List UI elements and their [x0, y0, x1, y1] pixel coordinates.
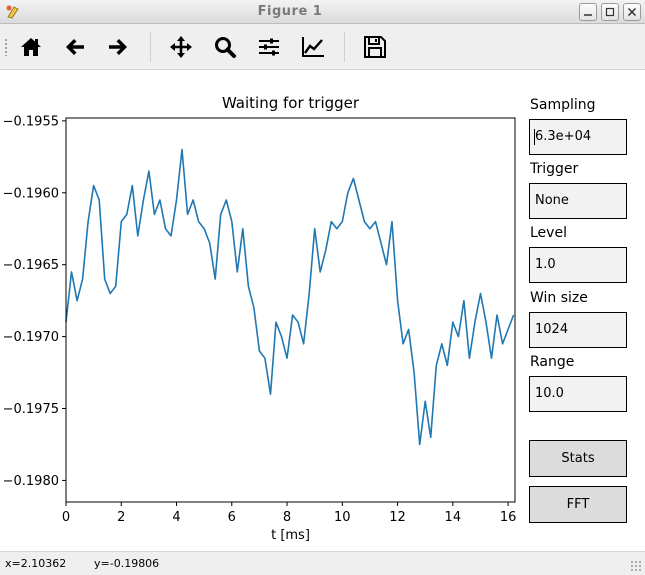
x-tick-label: 8 [283, 510, 291, 525]
trigger-value: None [535, 193, 569, 208]
sampling-label: Sampling [530, 97, 596, 113]
save-icon [364, 36, 386, 58]
text-cursor [534, 129, 535, 145]
level-textbox[interactable]: 1.0 [529, 247, 627, 283]
trigger-label: Trigger [530, 161, 579, 177]
chart-title: Waiting for trigger [222, 94, 360, 112]
subplots-button[interactable] [255, 33, 283, 61]
cursor-y-readout: y=-0.19806 [94, 557, 160, 570]
maximize-button[interactable] [601, 3, 619, 21]
y-tick-label: −0.1980 [3, 474, 59, 489]
toolbar-separator [344, 32, 345, 62]
series-line-0 [65, 148, 515, 446]
axes-frame [65, 117, 516, 503]
minimize-icon [584, 14, 592, 16]
sampling-value: 6.3e+04 [535, 129, 592, 144]
zoom-icon [215, 37, 236, 58]
x-tick-label: 16 [500, 510, 517, 525]
status-bar: x=2.10362 y=-0.19806 [0, 551, 645, 575]
cursor-x-readout: x=2.10362 [5, 557, 67, 570]
x-tick-label: 12 [389, 510, 406, 525]
win-size-value: 1024 [535, 322, 569, 337]
x-axis-label: t [ms] [271, 528, 310, 543]
close-button[interactable] [623, 3, 641, 21]
x-tick-label: 2 [117, 510, 125, 525]
y-tick-label: −0.1955 [3, 114, 59, 129]
subplots-icon [259, 38, 279, 56]
forward-arrow-icon [109, 39, 127, 55]
y-tick-label: −0.1975 [3, 402, 59, 417]
figure-canvas[interactable]: 0 2 4 6 8 10 12 14 16 −0.1980 −0.1975 −0.1970 −0.196… [0, 70, 645, 551]
back-button[interactable] [61, 33, 89, 61]
home-button[interactable] [17, 33, 45, 61]
window-titlebar: Figure 1 [0, 0, 645, 24]
close-icon [627, 7, 637, 17]
app-icon [6, 5, 19, 19]
x-tick-label: 14 [445, 510, 462, 525]
edit-curve-icon [302, 37, 324, 57]
x-tick-label: 6 [228, 510, 236, 525]
minimize-button[interactable] [579, 3, 597, 21]
zoom-button[interactable] [211, 33, 239, 61]
x-tick-label: 0 [62, 510, 70, 525]
fft-button[interactable]: FFT [529, 486, 627, 523]
x-tick-label: 4 [172, 510, 180, 525]
maximize-icon [605, 7, 615, 17]
range-label: Range [530, 354, 575, 370]
plot-area[interactable]: 0 2 4 6 8 10 12 14 16 −0.1980 −0.1975 −0.1970 −0.196… [0, 70, 645, 551]
pan-icon [170, 36, 192, 58]
save-button[interactable] [361, 33, 389, 61]
stats-button[interactable]: Stats [529, 440, 627, 477]
resize-grip[interactable] [630, 560, 642, 572]
forward-button[interactable] [104, 33, 132, 61]
edit-curve-button[interactable] [299, 33, 327, 61]
y-tick-label: −0.1960 [3, 186, 59, 201]
y-tick-label: −0.1965 [3, 258, 59, 273]
back-arrow-icon [66, 39, 84, 55]
window-title: Figure 1 [257, 4, 323, 19]
level-value: 1.0 [535, 257, 556, 272]
x-tick-label: 10 [334, 510, 351, 525]
toolbar-grip[interactable] [4, 38, 8, 56]
toolbar [0, 24, 645, 70]
sampling-textbox[interactable]: 6.3e+04 [529, 119, 627, 155]
win-size-label: Win size [530, 290, 588, 306]
y-tick-label: −0.1970 [3, 330, 59, 345]
range-value: 10.0 [535, 386, 564, 401]
range-textbox[interactable]: 10.0 [529, 376, 627, 412]
home-icon [21, 38, 41, 56]
level-label: Level [530, 225, 567, 241]
toolbar-separator [150, 32, 151, 62]
win-size-textbox[interactable]: 1024 [529, 312, 627, 348]
trigger-textbox[interactable]: None [529, 183, 627, 219]
pan-button[interactable] [167, 33, 195, 61]
